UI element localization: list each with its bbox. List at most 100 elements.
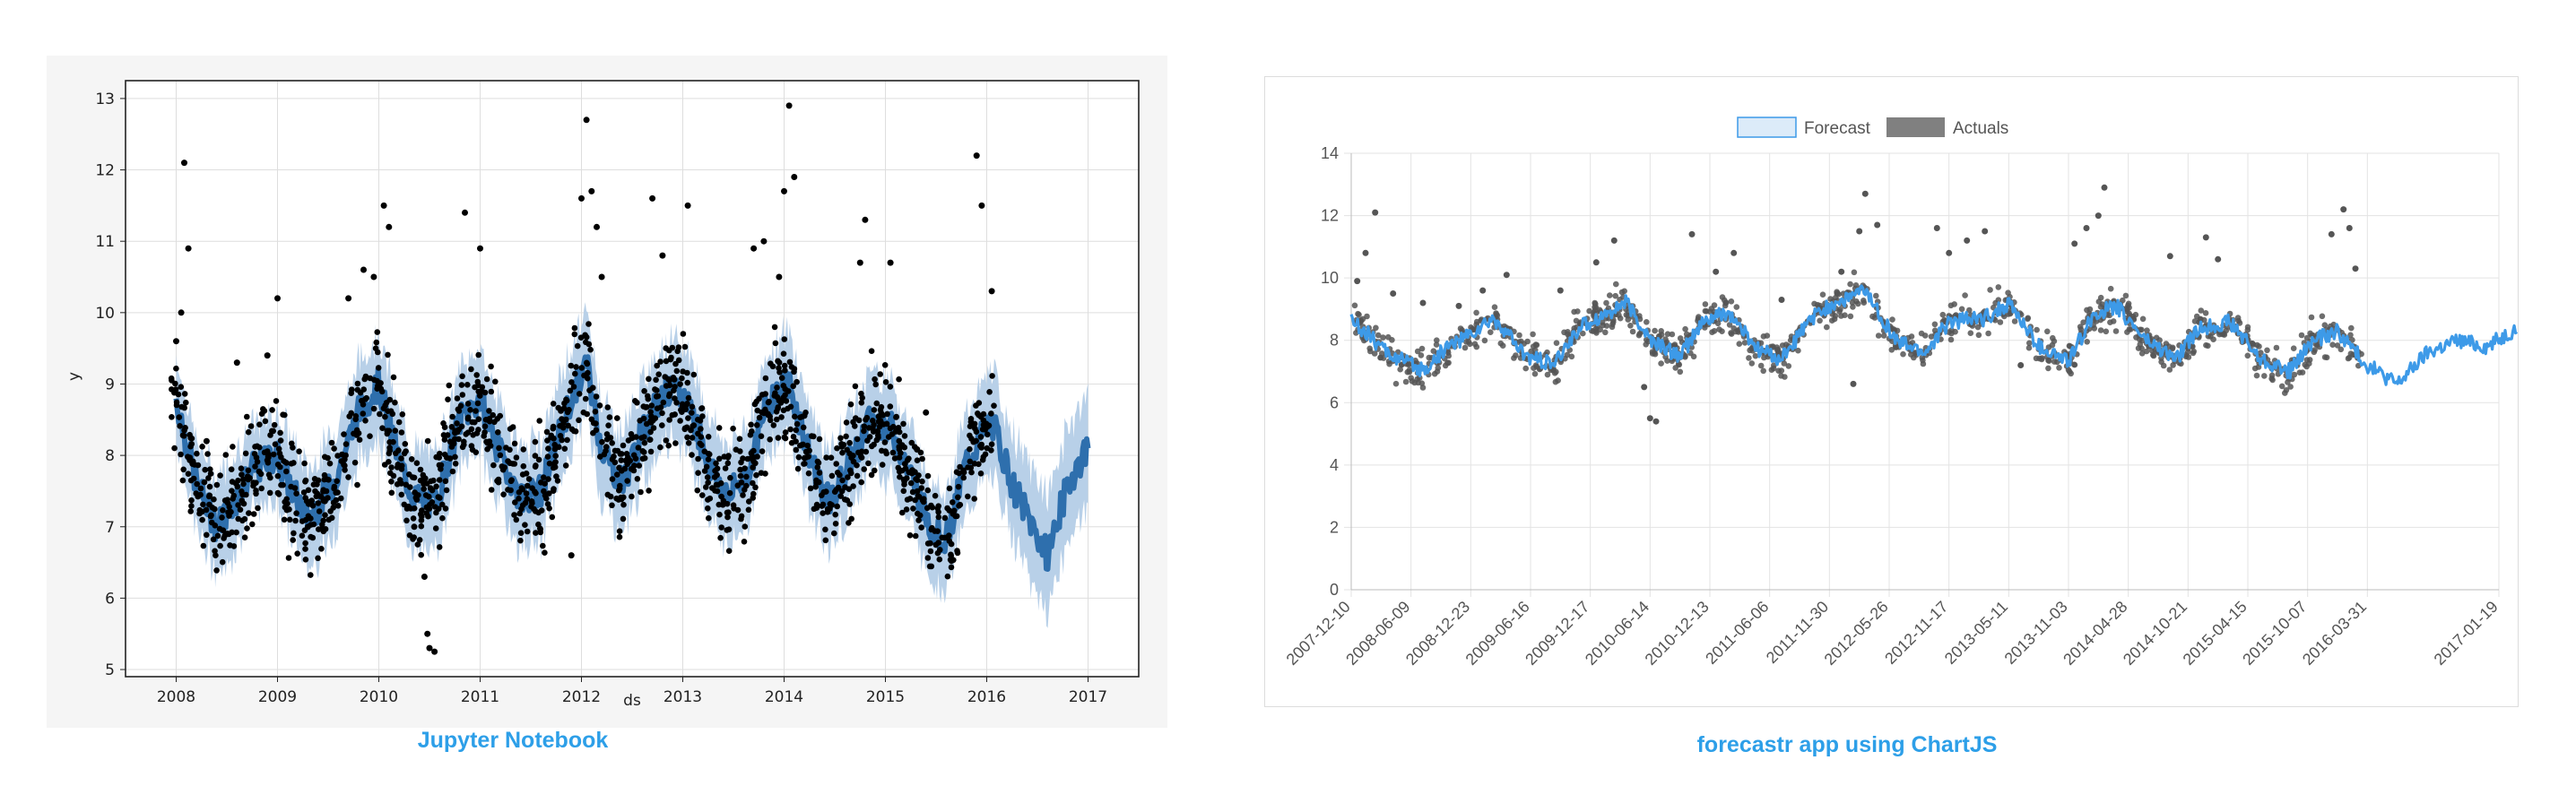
- actual-point: [2138, 350, 2146, 357]
- actual-point: [446, 382, 453, 389]
- actual-point: [1757, 362, 1765, 369]
- actual-point: [390, 472, 397, 479]
- actual-point: [564, 436, 570, 444]
- actual-point: [586, 387, 593, 393]
- x-tick-label: 2008-12-23: [1402, 598, 1473, 669]
- actual-point: [533, 530, 539, 536]
- actual-point: [550, 401, 557, 407]
- actual-point: [1414, 348, 1421, 355]
- actual-point: [968, 436, 975, 442]
- actual-point: [265, 458, 271, 464]
- actual-point: [646, 436, 653, 444]
- actual-point: [246, 510, 252, 516]
- actual-point: [724, 514, 731, 521]
- actual-point: [684, 369, 690, 376]
- actual-point: [201, 479, 208, 486]
- actual-point: [724, 454, 732, 461]
- actual-point: [352, 413, 360, 419]
- actual-point: [593, 393, 600, 400]
- actual-point: [2261, 373, 2268, 379]
- actual-point: [716, 455, 723, 462]
- actual-point: [2258, 350, 2264, 356]
- legend: Forecast Actuals: [1737, 117, 2008, 138]
- actual-point: [273, 398, 280, 404]
- actual-point: [831, 530, 837, 537]
- actual-point: [398, 429, 405, 436]
- actual-point: [647, 428, 654, 436]
- actual-point: [768, 360, 774, 367]
- actual-point: [271, 421, 278, 428]
- actual-point: [717, 534, 724, 541]
- actual-point: [754, 453, 760, 460]
- actual-point: [725, 526, 733, 532]
- actual-point: [348, 410, 355, 417]
- actual-point: [786, 358, 794, 366]
- actual-point: [641, 388, 647, 394]
- actual-point: [914, 477, 921, 483]
- actual-point: [679, 375, 685, 382]
- actual-point: [354, 481, 360, 488]
- actual-point: [418, 523, 425, 530]
- actual-point: [1613, 281, 1619, 288]
- actual-point: [258, 410, 265, 418]
- actual-point: [221, 532, 229, 539]
- actual-point: [395, 419, 403, 426]
- actual-point: [227, 542, 233, 548]
- actual-point: [2268, 372, 2276, 379]
- actual-point: [280, 411, 286, 419]
- actual-point: [674, 348, 681, 355]
- actual-point: [334, 503, 342, 509]
- actual-point: [699, 492, 706, 498]
- actual-point: [179, 477, 186, 484]
- actual-point: [1426, 354, 1433, 361]
- actual-point: [878, 403, 885, 410]
- actual-point: [1461, 344, 1469, 351]
- actual-point: [901, 461, 908, 467]
- actual-point: [668, 354, 674, 361]
- actual-point: [274, 472, 282, 479]
- actual-point: [2135, 345, 2142, 351]
- actual-point: [1531, 370, 1539, 377]
- actual-point: [2278, 383, 2285, 390]
- actual-point: [436, 477, 443, 483]
- actual-point: [545, 476, 551, 482]
- legend-actuals-label[interactable]: Actuals: [1953, 119, 2008, 138]
- actual-point: [452, 461, 459, 467]
- actual-point: [431, 504, 438, 510]
- actual-point: [188, 441, 195, 447]
- actual-point: [871, 441, 877, 448]
- legend-actuals-swatch[interactable]: [1886, 117, 1945, 137]
- actual-outlier-point: [1390, 290, 1397, 297]
- actual-point: [2321, 322, 2329, 329]
- actual-point: [535, 456, 542, 463]
- actual-point: [914, 488, 921, 495]
- actual-point: [455, 408, 463, 414]
- actual-point: [1380, 334, 1386, 341]
- actual-point: [565, 422, 571, 429]
- actual-point: [180, 433, 187, 439]
- actual-point: [1819, 291, 1826, 298]
- actual-point: [188, 503, 195, 509]
- actual-point: [253, 490, 259, 497]
- grid: [126, 81, 1139, 677]
- actual-point: [495, 429, 501, 436]
- actual-point: [705, 456, 712, 462]
- legend-forecast-swatch[interactable]: [1737, 117, 1797, 138]
- actual-point: [191, 462, 198, 468]
- actual-point: [552, 459, 559, 465]
- actual-outlier-point: [1874, 221, 1881, 229]
- actual-point: [302, 557, 309, 563]
- actual-point: [628, 466, 635, 472]
- actual-point: [659, 422, 665, 428]
- actual-point: [662, 374, 668, 380]
- actual-point: [865, 460, 872, 467]
- legend-forecast-label[interactable]: Forecast: [1804, 119, 1871, 138]
- actual-point: [254, 459, 261, 465]
- actual-point: [751, 401, 759, 408]
- actual-point: [560, 405, 568, 411]
- actual-point: [1433, 341, 1440, 348]
- actual-point: [2091, 325, 2098, 332]
- actual-point: [834, 470, 841, 476]
- actual-point: [469, 446, 476, 453]
- actual-point: [537, 525, 543, 531]
